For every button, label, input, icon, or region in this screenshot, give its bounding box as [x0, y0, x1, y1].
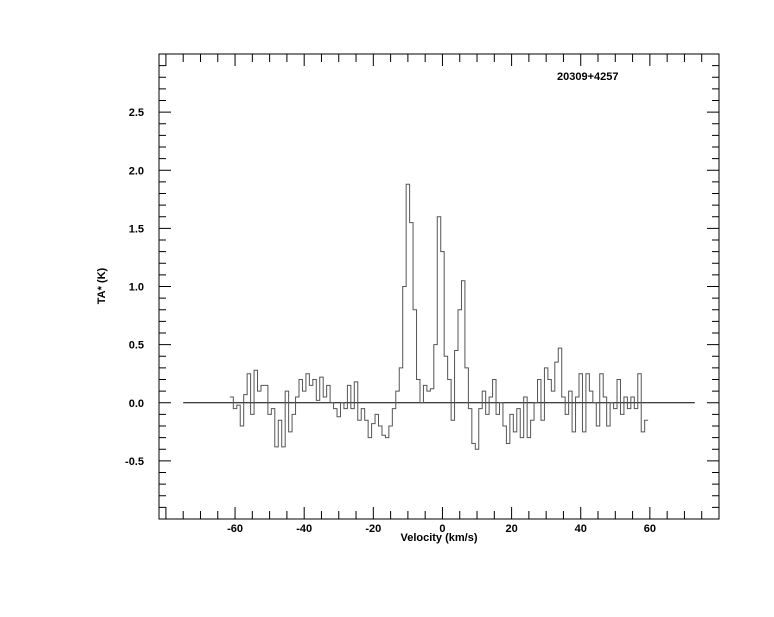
axis-ticks [159, 53, 720, 520]
x-tick-label: 0 [439, 523, 445, 535]
y-tick-label: 0.0 [129, 398, 144, 410]
x-tick-label: -60 [227, 523, 243, 535]
x-tick-label: 40 [575, 523, 587, 535]
y-tick-labels: -0.5 0.0 0.5 1.0 1.5 2.0 2.5 [125, 107, 144, 468]
y-tick-label: 2.5 [129, 107, 144, 119]
x-tick-label: 60 [644, 523, 656, 535]
y-tick-label: -0.5 [125, 456, 144, 468]
y-tick-label: 0.5 [129, 340, 144, 352]
y-tick-label: 1.5 [129, 223, 144, 235]
spectrum-line [229, 183, 649, 450]
chart-title: 20309+4257 [557, 71, 618, 83]
x-tick-labels: -60 -40 -20 0 20 40 60 [227, 523, 656, 535]
x-axis-label: Velocity (km/s) [400, 532, 477, 544]
y-tick-label: 1.0 [129, 282, 144, 294]
x-tick-label: -40 [296, 523, 312, 535]
y-axis-label: TA* (K) [96, 267, 108, 304]
x-tick-label: -20 [365, 523, 381, 535]
y-tick-label: 2.0 [129, 165, 144, 177]
plot-frame [158, 53, 720, 520]
x-tick-label: 20 [505, 523, 517, 535]
